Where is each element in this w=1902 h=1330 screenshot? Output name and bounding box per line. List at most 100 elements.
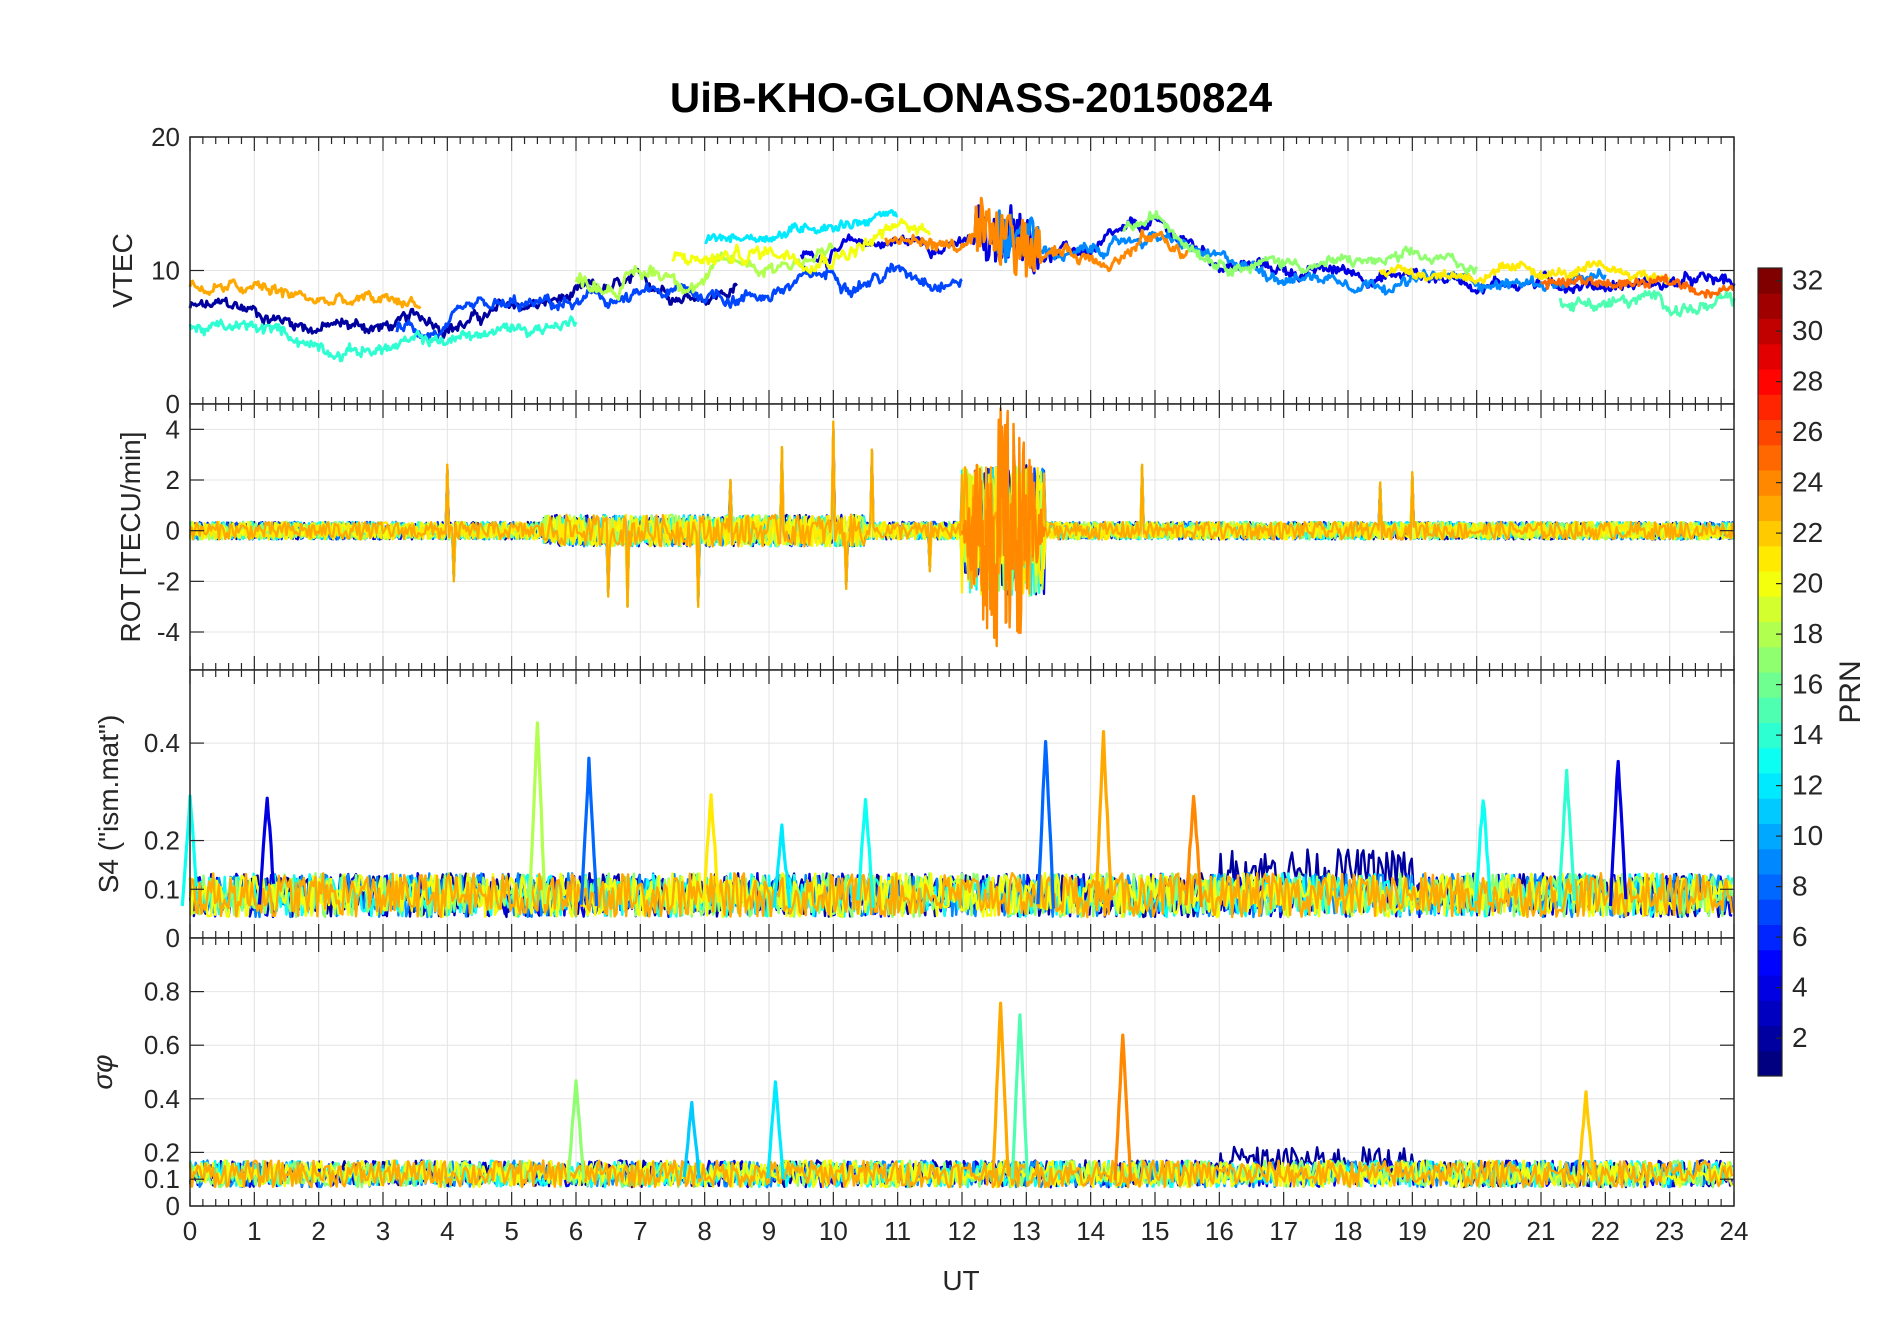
colorbar-segment	[1758, 747, 1782, 774]
x-tick-label: 14	[1076, 1216, 1105, 1246]
colorbar-segment	[1758, 444, 1782, 471]
colorbar-border	[1757, 267, 1783, 1077]
y-tick-label: 0	[166, 923, 180, 953]
s4-spike	[1608, 759, 1628, 907]
y-axis-label-rot: ROT [TECU/min]	[115, 431, 146, 642]
colorbar-tick-label: 26	[1792, 416, 1823, 447]
x-tick-label: 18	[1334, 1216, 1363, 1246]
y-tick-label: 0	[166, 516, 180, 546]
y-tick-label: 0.1	[144, 874, 180, 904]
vtec-series-prn-18	[574, 242, 835, 301]
y-tick-label: 0.2	[144, 1137, 180, 1167]
s4-spike	[1473, 799, 1493, 903]
sigma-phi-spike	[1010, 1013, 1030, 1182]
colorbar-segment	[1758, 495, 1782, 521]
colorbar-tick-label: 20	[1792, 568, 1823, 599]
x-tick-label: 8	[697, 1216, 711, 1246]
y-tick-label: 0.6	[144, 1030, 180, 1060]
sigma-phi-spike	[1113, 1033, 1133, 1181]
x-tick-label: 13	[1012, 1216, 1041, 1246]
colorbar-segment	[1758, 596, 1782, 622]
s4-spike	[1557, 768, 1577, 907]
colorbar-segment	[1758, 343, 1782, 370]
y-tick-label: 0.4	[144, 1084, 180, 1114]
x-tick-label: 6	[569, 1216, 583, 1246]
panel-sigma_phi: 00.10.20.40.60.80 1 2 3 4 5 6 7 8 9 10 11 12 13 14 15 16…	[87, 937, 1748, 1246]
colorbar-tick-label: 12	[1792, 770, 1823, 801]
vtec-series-prn-23	[188, 278, 422, 310]
colorbar-tick-label: 18	[1792, 618, 1823, 649]
colorbar-tick-label: 28	[1792, 366, 1823, 397]
x-tick-label: 15	[1141, 1216, 1170, 1246]
vtec-series-prn-2	[188, 267, 738, 340]
y-axis-label-s4: S4 ("ism.mat")	[93, 715, 124, 894]
colorbar-segment	[1758, 545, 1782, 572]
y-tick-label: 0.4	[144, 728, 180, 758]
y-tick-label: 0	[166, 389, 180, 419]
colorbar-segment	[1758, 899, 1782, 925]
colorbar-tick-label: 10	[1792, 820, 1823, 851]
panel-vtec: 0 10 20 VTEC	[107, 122, 1736, 419]
colorbar-tick-label: 24	[1792, 467, 1823, 498]
s4-spike	[528, 721, 547, 909]
rot-burst-series	[960, 407, 1047, 648]
sigma-phi-spike	[991, 1001, 1010, 1179]
colorbar-tick-label: 16	[1792, 669, 1823, 700]
colorbar-segment	[1758, 848, 1782, 875]
colorbar-tick-label: 6	[1792, 921, 1808, 952]
x-tick-label: 20	[1462, 1216, 1491, 1246]
vtec-series-prn-12	[704, 208, 899, 245]
x-tick-label: 11	[884, 1216, 911, 1246]
colorbar-tick-label: 32	[1792, 265, 1823, 296]
x-tick-label: 1	[247, 1216, 261, 1246]
y-tick-label: 0.1	[144, 1164, 180, 1194]
x-tick-label: 0	[183, 1216, 197, 1246]
y-tick-label: -4	[157, 617, 180, 647]
colorbar-tick-label: 30	[1792, 315, 1823, 346]
x-tick-label: 10	[819, 1216, 848, 1246]
s4-series-prn-23	[188, 872, 1734, 919]
sigma-phi-spike	[682, 1100, 702, 1179]
x-tick-label: 21	[1527, 1216, 1556, 1246]
colorbar-tick-label: 2	[1792, 1022, 1808, 1053]
vtec-series-prn-4	[799, 204, 1736, 295]
colorbar-segment	[1758, 394, 1782, 420]
x-tick-label: 9	[762, 1216, 776, 1246]
colorbar-tick-label: 8	[1792, 871, 1808, 902]
vtec-series-prn-15	[1558, 289, 1736, 318]
vtec-series-prn-17	[1122, 210, 1479, 277]
vtec-series-prn-9	[992, 209, 1607, 296]
y-tick-label: 0	[166, 1191, 180, 1221]
x-tick-label: 4	[440, 1216, 454, 1246]
sigma-phi-series-prn-23	[188, 1159, 1734, 1189]
s4-spike	[1184, 794, 1203, 908]
vtec-series-prn-14	[188, 315, 578, 363]
axes-frame: 00.10.20.40.60.80 1 2 3 4 5 6 7 8 9 10 11 12 13 14 15 16…	[144, 937, 1748, 1246]
y-axis-label-sigma-phi: σφ	[87, 1054, 118, 1089]
colorbar-tick-label: 22	[1792, 517, 1823, 548]
vtec-series-prn-25	[1540, 273, 1735, 299]
y-tick-label: 20	[151, 122, 180, 152]
x-tick-label: 22	[1591, 1216, 1620, 1246]
vtec-series-prn-21	[1378, 259, 1671, 285]
colorbar-tick-label: 4	[1792, 972, 1808, 1003]
s4-spike	[579, 756, 599, 907]
colorbar-segment	[1758, 697, 1782, 723]
chart-title: UiB-KHO-GLONASS-20150824	[670, 74, 1273, 121]
colorbar-label: PRN	[1834, 660, 1867, 723]
x-tick-label: 5	[504, 1216, 518, 1246]
panel-s4: 0 0.1 0.2 0.4 S4 ("ism.mat")	[93, 669, 1735, 953]
y-tick-label: 10	[151, 256, 180, 286]
colorbar-segment	[1758, 1000, 1782, 1026]
y-tick-label: 0.2	[144, 826, 180, 856]
s4-spike	[1094, 730, 1113, 906]
colorbar-segment	[1758, 1050, 1782, 1077]
colorbar-tick-label: 14	[1792, 719, 1823, 750]
vtec-series-prn-20	[671, 217, 932, 275]
x-tick-label: 2	[311, 1216, 325, 1246]
s4-spike	[257, 796, 276, 905]
s4-spike	[1036, 740, 1055, 909]
